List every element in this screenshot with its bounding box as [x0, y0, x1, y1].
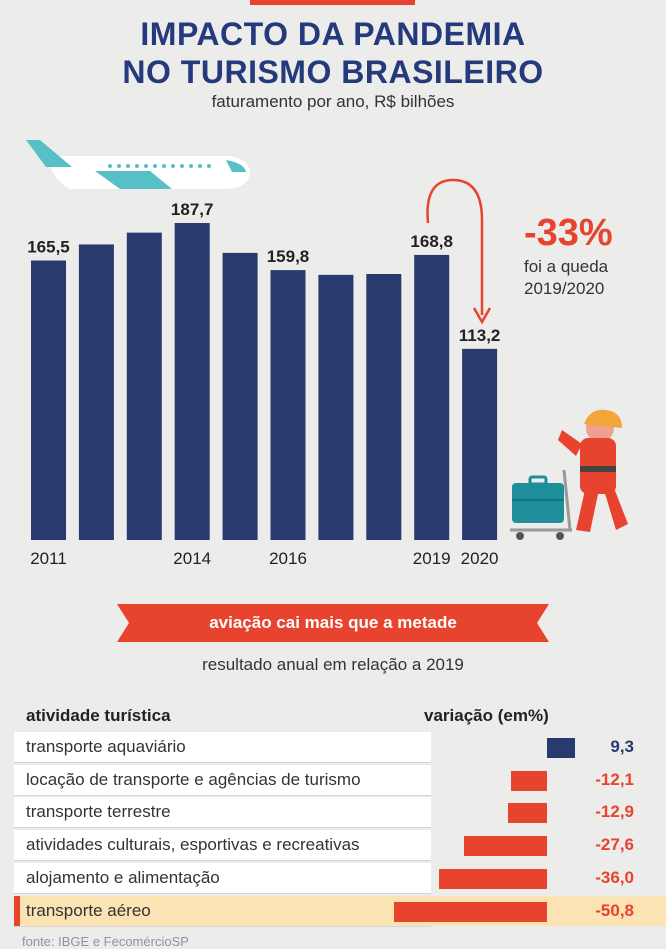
banner-title: aviação cai mais que a metade: [209, 613, 457, 632]
value-label-2016: 159,8: [267, 247, 310, 266]
variation-bar: [394, 901, 547, 922]
activity-cell: [14, 764, 431, 796]
variation-bar: [510, 770, 547, 791]
bar-2015: [222, 252, 258, 540]
table-row: transporte terrestre -12,9: [14, 797, 666, 829]
activity-label: transporte terrestre: [26, 802, 171, 822]
section-banner: [117, 604, 549, 642]
page-title-line2: NO TURISMO BRASILEIRO: [122, 54, 544, 90]
source-note: fonte: IBGE e FecomércioSP: [22, 934, 189, 949]
drop-description: foi a queda 2019/2020: [524, 256, 644, 300]
drop-line2: 2019/2020: [524, 279, 605, 298]
tick-label-2016: 2016: [269, 549, 307, 568]
bar-2020: [462, 348, 498, 540]
tick-label-2014: 2014: [173, 549, 211, 568]
variation-bar: [547, 738, 575, 758]
activity-label: alojamento e alimentação: [26, 867, 220, 887]
drop-arrow-icon: [426, 178, 492, 325]
activity-cell: [14, 830, 431, 862]
variation-value: -36,0: [595, 867, 634, 887]
value-label-2020: 113,2: [459, 326, 501, 345]
airplane-icon: [26, 140, 250, 189]
bar-2016: [270, 270, 306, 540]
tick-label-2020: 2020: [461, 549, 499, 568]
variation-value: -27,6: [595, 835, 634, 855]
table-row: alojamento e alimentação -36,0: [14, 862, 666, 894]
activity-cell: [14, 797, 431, 829]
variation-bar: [438, 868, 547, 889]
activity-label: transporte aéreo: [26, 900, 151, 920]
section-subtitle: resultado anual em relação a 2019: [202, 655, 464, 674]
activity-label: atividades culturais, esportivas e recre…: [26, 835, 360, 855]
variation-bar: [508, 803, 547, 824]
bar-2013: [126, 232, 162, 540]
traveler-icon: [510, 409, 628, 540]
column-header-variation: variação (em%): [424, 706, 549, 725]
bar-2018: [366, 274, 402, 540]
highlight-marker: [14, 895, 20, 926]
top-accent-bar: [250, 0, 415, 5]
page-title-line1: IMPACTO DA PANDEMIA: [140, 16, 526, 52]
bar-2017: [318, 274, 354, 540]
tick-label-2011: 2011: [30, 549, 67, 568]
activity-label: locação de transporte e agências de turi…: [26, 769, 361, 789]
drop-line1: foi a queda: [524, 257, 609, 276]
drop-percent: -33%: [524, 212, 613, 254]
table-row: transporte aquaviário 9,3: [14, 732, 666, 763]
variation-value: -12,1: [595, 769, 634, 789]
bar-2014: [174, 223, 210, 540]
value-label-2019: 168,8: [410, 232, 453, 251]
variation-value: -12,9: [595, 802, 634, 822]
value-label-2014: 187,7: [171, 200, 214, 219]
activity-cell: [14, 895, 431, 927]
activity-label: transporte aquaviário: [26, 737, 186, 756]
page-subtitle: faturamento por ano, R$ bilhões: [211, 92, 455, 111]
value-label-2011: 165,5: [27, 237, 70, 256]
activity-cell: [14, 732, 431, 763]
column-header-activity: atividade turística: [26, 706, 171, 725]
variation-value: 9,3: [610, 737, 634, 756]
bar-2012: [78, 244, 114, 540]
bar-2019: [414, 254, 450, 540]
tick-label-2019: 2019: [413, 549, 451, 568]
bar-2011: [31, 260, 66, 540]
revenue-bar-chart: 165,5 2011 187,7 2014 159,8 2016 168,8 2019 113,…: [26, 140, 628, 568]
variation-bar: [463, 836, 547, 857]
variation-value: -50,8: [595, 900, 634, 920]
activity-cell: [14, 862, 431, 894]
table-row: locação de transporte e agências de turi…: [14, 764, 666, 796]
table-row: atividades culturais, esportivas e recre…: [14, 830, 666, 862]
table-row: transporte aéreo -50,8: [14, 895, 666, 927]
